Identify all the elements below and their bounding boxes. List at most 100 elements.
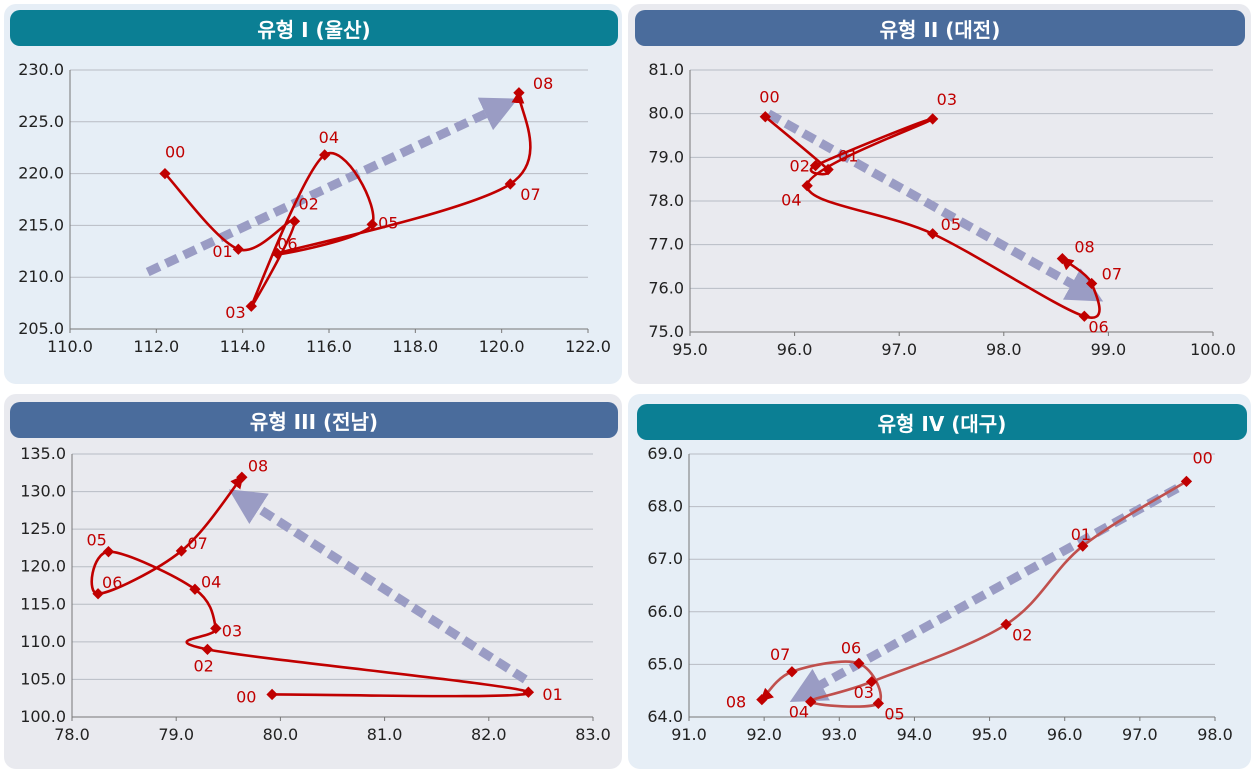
point-label: 02 <box>1012 625 1032 644</box>
point-label: 05 <box>941 215 961 234</box>
data-point <box>522 686 535 698</box>
point-label: 07 <box>1102 265 1122 284</box>
data-point <box>189 583 201 595</box>
trend-arrow <box>145 97 518 277</box>
series-line <box>759 480 1188 708</box>
x-tick-label: 114.0 <box>220 337 266 356</box>
point-label: 05 <box>86 531 106 550</box>
point-label: 08 <box>248 456 268 475</box>
data-point <box>1000 618 1012 631</box>
y-tick-label: 100.0 <box>20 707 66 726</box>
y-tick-label: 115.0 <box>20 594 66 613</box>
point-label: 00 <box>165 143 185 162</box>
data-point <box>201 643 214 656</box>
x-tick-label: 122.0 <box>565 337 611 356</box>
data-point <box>245 300 257 312</box>
x-tick-label: 99.0 <box>1091 340 1127 359</box>
y-tick-label: 65.0 <box>647 654 683 673</box>
data-point <box>1078 310 1090 322</box>
data-point <box>236 471 248 483</box>
y-tick-label: 220.0 <box>18 164 64 183</box>
point-label: 01 <box>212 242 232 261</box>
series-line <box>90 475 530 698</box>
x-tick-label: 112.0 <box>133 337 179 356</box>
y-tick-label: 76.0 <box>648 278 684 297</box>
x-tick-label: 110.0 <box>47 337 93 356</box>
y-tick-label: 68.0 <box>647 497 683 516</box>
data-point <box>504 178 516 190</box>
point-label: 00 <box>1192 448 1212 467</box>
point-label: 07 <box>770 645 790 664</box>
data-point <box>927 113 939 125</box>
y-tick-label: 67.0 <box>647 549 683 568</box>
series-line <box>164 90 532 309</box>
data-point <box>513 87 525 99</box>
point-label: 00 <box>759 88 779 107</box>
chart-title: 유형 III (전남) <box>10 402 618 438</box>
data-point <box>232 243 245 255</box>
x-tick-label: 118.0 <box>392 337 438 356</box>
y-tick-label: 210.0 <box>18 267 64 286</box>
x-tick-label: 92.0 <box>746 725 782 744</box>
x-tick-label: 98.0 <box>986 340 1022 359</box>
x-tick-label: 94.0 <box>897 725 933 744</box>
data-point <box>756 693 768 706</box>
data-point <box>210 622 222 634</box>
chart-title: 유형 I (울산) <box>10 10 618 46</box>
point-label: 04 <box>781 191 801 210</box>
data-point <box>865 676 878 688</box>
data-point <box>288 215 301 227</box>
x-tick-label: 81.0 <box>367 725 403 744</box>
data-point <box>1180 475 1193 488</box>
x-tick-label: 93.0 <box>821 725 857 744</box>
x-tick-label: 116.0 <box>306 337 352 356</box>
y-tick-label: 80.0 <box>648 104 684 123</box>
y-tick-label: 77.0 <box>648 235 684 254</box>
x-tick-label: 95.0 <box>672 340 708 359</box>
y-tick-label: 110.0 <box>20 632 66 651</box>
y-tick-label: 130.0 <box>20 482 66 501</box>
x-tick-label: 91.0 <box>671 725 707 744</box>
data-point <box>805 696 817 708</box>
trend-arrow <box>228 489 528 684</box>
y-tick-label: 105.0 <box>20 669 66 688</box>
y-tick-label: 81.0 <box>648 60 684 79</box>
y-tick-label: 78.0 <box>648 191 684 210</box>
data-point <box>822 163 834 176</box>
x-tick-label: 83.0 <box>575 725 611 744</box>
data-point <box>319 149 331 161</box>
data-point <box>175 545 188 557</box>
point-label: 06 <box>277 234 297 253</box>
point-label: 04 <box>201 572 221 591</box>
point-label: 07 <box>187 534 207 553</box>
chart-panel-2 <box>628 4 1251 384</box>
data-point <box>786 666 798 678</box>
data-point <box>1077 540 1089 552</box>
point-label: 08 <box>1074 238 1094 257</box>
point-label: 06 <box>841 638 861 657</box>
y-tick-label: 75.0 <box>648 322 684 341</box>
y-tick-label: 230.0 <box>18 60 64 79</box>
point-label: 03 <box>222 621 242 640</box>
y-tick-label: 66.0 <box>647 602 683 621</box>
trend-arrow <box>766 109 1104 302</box>
point-label: 06 <box>1088 317 1108 336</box>
y-tick-label: 225.0 <box>18 112 64 131</box>
x-tick-label: 100.0 <box>1190 340 1236 359</box>
data-point <box>853 657 865 670</box>
chart-title: 유형 IV (대구) <box>637 404 1247 440</box>
x-tick-label: 79.0 <box>158 725 194 744</box>
x-tick-label: 120.0 <box>479 337 525 356</box>
chart-title: 유형 II (대전) <box>635 10 1245 46</box>
point-label: 01 <box>1071 525 1091 544</box>
point-label: 03 <box>854 683 874 702</box>
y-tick-label: 69.0 <box>647 444 683 463</box>
data-point <box>872 697 885 709</box>
y-tick-label: 125.0 <box>20 519 66 538</box>
series-line <box>764 115 1101 319</box>
point-label: 03 <box>225 303 245 322</box>
data-point <box>1086 277 1098 290</box>
data-point <box>927 228 939 240</box>
data-point <box>801 180 813 192</box>
y-tick-label: 135.0 <box>20 444 66 463</box>
